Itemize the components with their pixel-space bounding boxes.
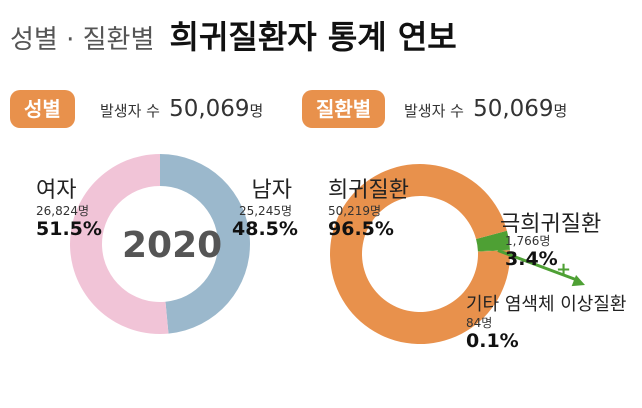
disease-count-value: 50,069 (473, 96, 554, 122)
gender-count: 발생자 수 50,069명 (100, 96, 263, 122)
rare-disease-percent: 96.5% (328, 218, 394, 240)
female-percent: 51.5% (36, 218, 102, 240)
extreme-rare-count: 1,766명 (505, 234, 551, 248)
extreme-rare-percent: 3.4% (505, 248, 558, 270)
male-count: 25,245명 (238, 204, 292, 218)
slice-female (70, 154, 169, 334)
rare-disease-count: 50,219명 (328, 204, 382, 218)
male-percent: 48.5% (232, 218, 298, 240)
annotation-plus: + (556, 259, 571, 280)
chromosome-label: 기타 염색체 이상질환 (466, 290, 626, 316)
gender-count-value: 50,069 (169, 96, 250, 122)
disease-count: 발생자 수 50,069명 (404, 96, 567, 122)
rare-disease-name: 희귀질환 (328, 178, 409, 203)
center-year-label: 2020 (122, 225, 223, 266)
chromosome-count: 84명 (466, 316, 493, 330)
female-label: 여자 26,824명 51.5% (36, 172, 102, 240)
extreme-rare-label: 극희귀질환 (500, 206, 601, 238)
annotation-arrowhead (571, 275, 585, 287)
disease-badge: 질환별 (302, 90, 386, 128)
page-title: 희귀질환자 통계 연보 (169, 18, 457, 56)
page-title-row: 성별 · 질환별 희귀질환자 통계 연보 (10, 12, 457, 58)
rare-disease-label: 희귀질환 50,219명 96.5% (328, 172, 409, 240)
disease-count-unit: 명 (553, 102, 568, 120)
slice-rare-disease (329, 164, 510, 344)
chromosome-name: 기타 염색체 이상질환 (466, 294, 627, 315)
page-subtitle: 성별 · 질환별 (10, 25, 155, 55)
male-name: 남자 (251, 178, 292, 203)
disease-donut (329, 164, 510, 344)
extreme-rare-name: 극희귀질환 (500, 212, 602, 237)
extreme-rare-values: 1,766명 3.4% (505, 234, 558, 270)
gender-count-label: 발생자 수 (100, 102, 160, 120)
gender-badge: 성별 (10, 90, 75, 128)
female-count: 26,824명 (36, 204, 90, 218)
disease-count-label: 발생자 수 (404, 102, 464, 120)
slice-male (160, 153, 251, 334)
chromosome-percent: 0.1% (466, 330, 519, 352)
female-name: 여자 (36, 178, 77, 203)
chromosome-values: 84명 0.1% (466, 316, 519, 352)
male-label: 남자 25,245명 48.5% (232, 172, 298, 240)
gender-count-unit: 명 (249, 102, 264, 120)
slice-extreme-rare (476, 230, 510, 252)
slice-chromosome (477, 249, 510, 252)
annotation-arrow (497, 249, 578, 282)
gender-donut (70, 153, 251, 334)
